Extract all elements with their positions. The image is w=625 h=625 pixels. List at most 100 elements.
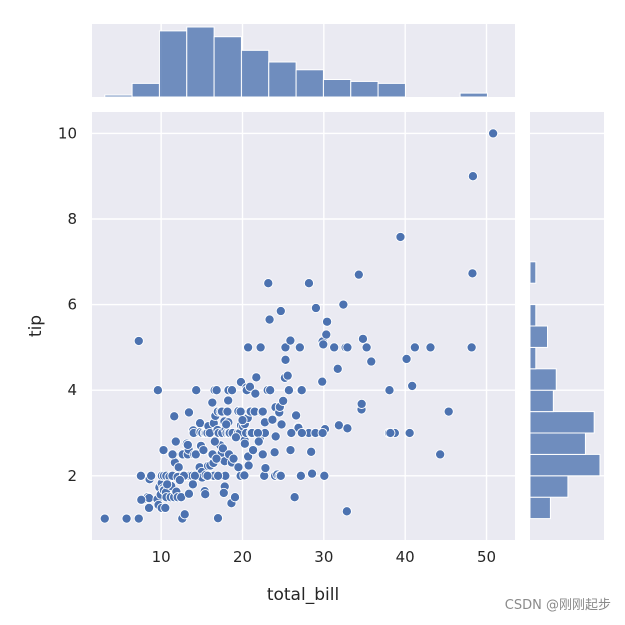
scatter-point-221: [466, 342, 477, 353]
scatter-point-258: [211, 453, 222, 464]
scatter-point-175: [282, 370, 293, 381]
scatter-point-234: [296, 427, 307, 439]
scatter-point-222: [467, 268, 478, 279]
scatter-point-238: [407, 380, 418, 391]
y-axis-label: tip: [26, 315, 46, 337]
scatter-point-228: [235, 406, 246, 417]
scatter-point-233: [182, 439, 193, 451]
scatter-point-217: [409, 342, 420, 353]
scatter-point-182: [294, 342, 305, 353]
axis-tick-labels: 10 20 30 40 50 2 4 6 8 10: [58, 124, 496, 566]
scatter-point-162: [269, 447, 280, 458]
scatter-point-34: [169, 411, 180, 422]
scatter-point-20: [158, 445, 169, 456]
right-hist-bar-7: [529, 346, 537, 370]
scatter-point-204: [342, 423, 353, 434]
scatter-point-160: [264, 314, 275, 325]
right-hist-bar-11: [529, 261, 537, 284]
scatter-point-201: [338, 299, 349, 310]
scatter-point-112: [222, 406, 233, 417]
scatter-point-195: [319, 470, 330, 481]
top-hist-bar-1: [131, 82, 160, 98]
scatter-point-153: [257, 406, 268, 417]
scatter-point-230: [275, 470, 286, 481]
scatter-point-131: [239, 470, 250, 481]
scatter-point-248: [321, 329, 332, 340]
right-hist-bar-0: [529, 496, 551, 520]
scatter-point-197: [322, 316, 333, 327]
scatter-point-4: [135, 470, 146, 481]
scatter-point-239: [162, 479, 173, 490]
scatter-point-205: [353, 269, 364, 280]
scatter-point-141: [243, 460, 254, 471]
watermark: CSDN @刚刚起步: [504, 598, 611, 613]
x-tick-label-3: 40: [396, 548, 415, 566]
scatter-point-10: [146, 470, 157, 481]
scatter-point-247: [285, 445, 296, 456]
scatter-point-62: [190, 449, 201, 460]
scatter-point-105: [217, 443, 228, 454]
scatter-point-176: [283, 385, 294, 396]
top-hist-bar-5: [240, 49, 270, 98]
scatter-point-251: [230, 432, 242, 443]
right-hist-bar-3: [529, 432, 586, 455]
scatter-point-161: [267, 414, 278, 425]
scatter-point-262: [276, 419, 287, 430]
scatter-point-185: [296, 385, 307, 396]
scatter-point-171: [278, 395, 289, 406]
scatter-point-67: [194, 418, 206, 429]
scatter-points: [99, 128, 499, 524]
scatter-point-63: [191, 385, 202, 396]
top-marginal-histogram: [104, 26, 488, 98]
scatter-point-235: [317, 427, 328, 439]
right-hist-bar-4: [529, 411, 595, 434]
scatter-point-246: [265, 385, 276, 396]
scatter-point-249: [237, 415, 248, 426]
scatter-point-244: [209, 436, 220, 447]
scatter-point-210: [366, 356, 377, 367]
scatter-point-165: [270, 431, 281, 442]
top-hist-bar-2: [158, 30, 188, 98]
right-hist-bar-1: [529, 475, 569, 498]
y-tick-label-4: 10: [58, 124, 77, 142]
top-hist-bar-6: [268, 61, 297, 98]
y-tick-label-0: 2: [67, 467, 77, 485]
scatter-point-0: [99, 513, 110, 524]
scatter-point-225: [136, 494, 147, 505]
scatter-point-179: [291, 410, 302, 421]
scatter-point-194: [318, 339, 329, 350]
scatter-point-255: [286, 427, 297, 439]
scatter-point-173: [280, 342, 291, 353]
scatter-point-170: [275, 305, 286, 317]
scatter-point-95: [211, 385, 222, 396]
scatter-point-159: [263, 278, 274, 289]
scatter-point-1: [121, 513, 132, 524]
scatter-point-218: [425, 342, 436, 353]
scatter-point-263: [233, 462, 244, 473]
scatter-point-252: [187, 479, 198, 490]
scatter-point-242: [202, 470, 213, 481]
scatter-point-148: [250, 388, 261, 399]
scatter-point-223: [467, 171, 478, 182]
scatter-point-188: [306, 446, 317, 457]
scatter-point-3: [133, 335, 144, 347]
top-hist-bar-0: [104, 94, 133, 98]
scatter-point-86: [207, 397, 218, 408]
y-tick-label-3: 8: [67, 210, 77, 228]
scatter-point-245: [228, 453, 239, 464]
scatter-point-198: [329, 342, 340, 353]
scatter-point-241: [213, 470, 224, 481]
x-tick-label-4: 50: [477, 548, 496, 566]
scatter-point-203: [341, 506, 352, 517]
scatter-point-157: [260, 463, 271, 474]
scatter-point-256: [248, 445, 259, 456]
top-hist-bar-4: [213, 36, 242, 98]
scatter-point-113: [223, 395, 234, 406]
scatter-point-121: [226, 385, 238, 396]
scatter-point-140: [243, 342, 254, 353]
scatter-point-229: [257, 449, 268, 460]
scatter-point-220: [443, 406, 454, 417]
scatter-point-260: [198, 445, 209, 456]
scatter-point-232: [167, 449, 178, 460]
scatter-point-178: [289, 492, 300, 503]
